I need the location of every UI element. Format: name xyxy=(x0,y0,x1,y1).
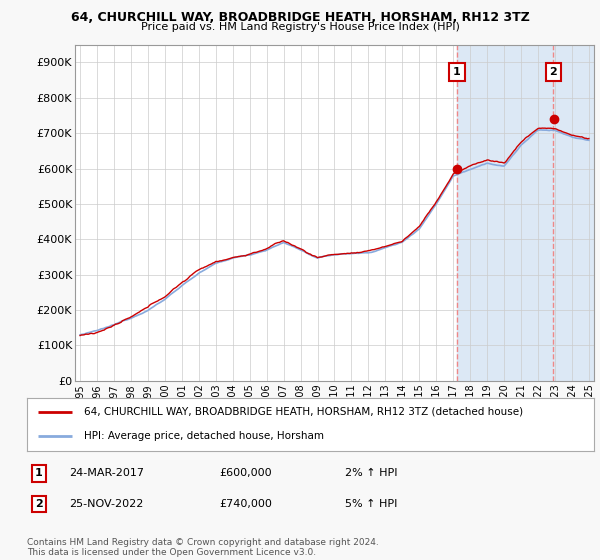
Text: Price paid vs. HM Land Registry's House Price Index (HPI): Price paid vs. HM Land Registry's House … xyxy=(140,22,460,32)
Text: 2: 2 xyxy=(550,67,557,77)
Text: £740,000: £740,000 xyxy=(219,499,272,509)
Text: 1: 1 xyxy=(35,468,43,478)
Text: 24-MAR-2017: 24-MAR-2017 xyxy=(69,468,144,478)
Text: £600,000: £600,000 xyxy=(219,468,272,478)
Text: 2% ↑ HPI: 2% ↑ HPI xyxy=(345,468,398,478)
Text: 64, CHURCHILL WAY, BROADBRIDGE HEATH, HORSHAM, RH12 3TZ (detached house): 64, CHURCHILL WAY, BROADBRIDGE HEATH, HO… xyxy=(84,407,523,417)
Text: 25-NOV-2022: 25-NOV-2022 xyxy=(69,499,143,509)
Text: 64, CHURCHILL WAY, BROADBRIDGE HEATH, HORSHAM, RH12 3TZ: 64, CHURCHILL WAY, BROADBRIDGE HEATH, HO… xyxy=(71,11,529,24)
Bar xyxy=(457,45,594,381)
Text: 5% ↑ HPI: 5% ↑ HPI xyxy=(345,499,397,509)
Text: 2: 2 xyxy=(35,499,43,509)
Text: HPI: Average price, detached house, Horsham: HPI: Average price, detached house, Hors… xyxy=(84,431,324,441)
Text: 1: 1 xyxy=(453,67,461,77)
Text: Contains HM Land Registry data © Crown copyright and database right 2024.
This d: Contains HM Land Registry data © Crown c… xyxy=(27,538,379,557)
